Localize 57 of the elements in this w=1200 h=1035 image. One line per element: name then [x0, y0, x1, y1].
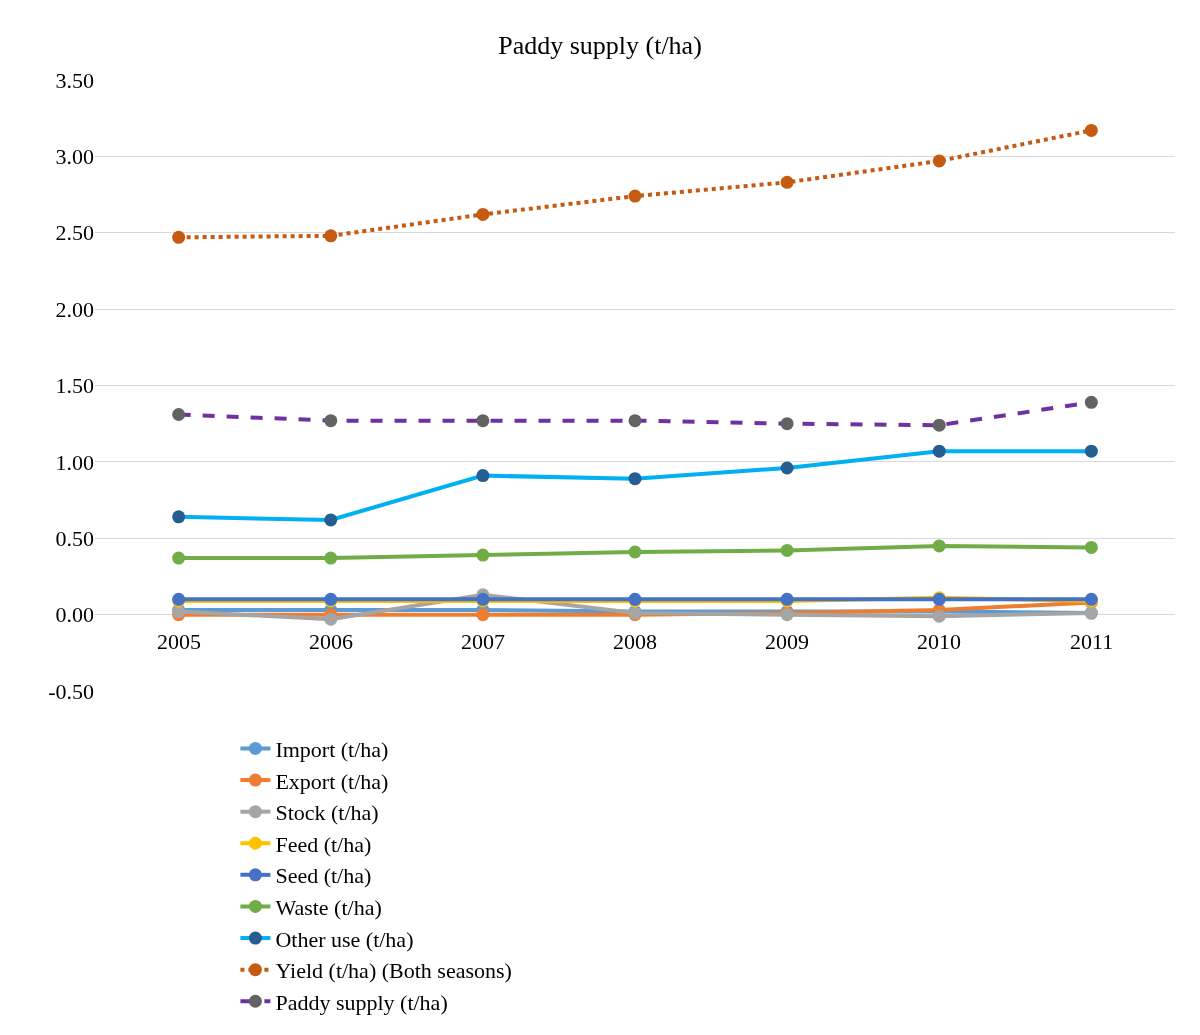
point — [324, 414, 338, 428]
point — [780, 461, 794, 475]
legend-label: Export (t/ha) — [275, 768, 389, 794]
point — [1084, 395, 1098, 409]
y-tick-label: 2.50 — [55, 220, 94, 246]
point — [172, 408, 186, 422]
y-tick-label: 3.50 — [55, 67, 94, 93]
y-tick-label: 1.50 — [55, 373, 94, 399]
point — [780, 175, 794, 189]
y-tick-label: -0.50 — [48, 678, 94, 704]
point — [476, 469, 490, 483]
chart-title: Paddy supply (t/ha) — [498, 31, 702, 61]
point — [476, 608, 490, 622]
y-tick-label: 0.50 — [55, 525, 94, 551]
point — [324, 551, 338, 565]
point — [628, 472, 642, 486]
point — [476, 548, 490, 562]
point — [932, 418, 946, 432]
y-tick-label: 1.00 — [55, 449, 94, 475]
x-tick-label: 2011 — [1070, 629, 1114, 654]
x-tick-label: 2006 — [309, 629, 353, 654]
legend-label: Waste (t/ha) — [275, 895, 382, 921]
y-tick-label: 3.00 — [55, 144, 94, 170]
legend-label: Feed (t/ha) — [275, 831, 372, 857]
point — [628, 545, 642, 559]
point — [780, 417, 794, 431]
x-tick-label: 2007 — [461, 629, 505, 654]
legend-label: Paddy supply (t/ha) — [275, 989, 448, 1015]
point — [628, 189, 642, 203]
point — [172, 551, 186, 565]
point — [324, 612, 338, 626]
point — [780, 543, 794, 557]
legend-label: Other use (t/ha) — [275, 926, 414, 952]
y-tick-label: 2.00 — [55, 296, 94, 322]
legend-label: Seed (t/ha) — [275, 863, 372, 889]
point — [932, 444, 946, 458]
point — [172, 230, 186, 244]
x-tick-label: 2005 — [157, 629, 201, 654]
point — [1084, 123, 1098, 137]
legend-label: Import (t/ha) — [275, 737, 389, 763]
point — [932, 154, 946, 168]
point — [932, 539, 946, 553]
legend-label: Yield (t/ha) (Both seasons) — [275, 958, 512, 984]
point — [476, 414, 490, 428]
point — [1084, 444, 1098, 458]
point — [628, 414, 642, 428]
x-tick-label: 2008 — [613, 629, 657, 654]
point — [1084, 540, 1098, 554]
point — [476, 207, 490, 221]
point — [324, 513, 338, 527]
legend-label: Stock (t/ha) — [275, 800, 379, 826]
point — [172, 510, 186, 524]
point — [932, 609, 946, 623]
y-tick-label: 0.00 — [55, 602, 94, 628]
x-tick-label: 2009 — [765, 629, 809, 654]
x-tick-label: 2010 — [917, 629, 961, 654]
point — [324, 229, 338, 243]
